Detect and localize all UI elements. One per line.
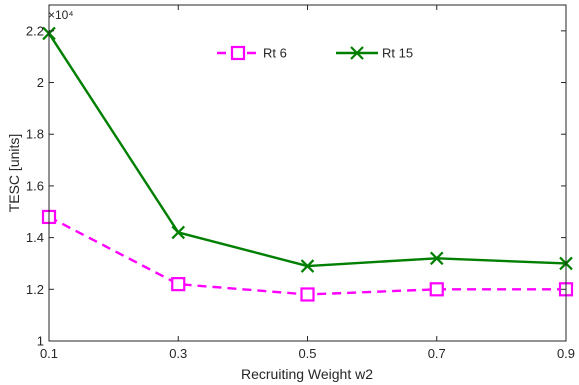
y-tick-label: 1.2 xyxy=(26,282,44,297)
x-tick-label: 0.9 xyxy=(557,346,575,361)
legend-item-rt-15: Rt 15 xyxy=(336,46,413,61)
data-point-rt-15 xyxy=(429,251,444,266)
x-marker-stroke xyxy=(300,259,315,273)
tick-layer: 0.1 0.3 0.5 0.7 0.9 1 1.2 1.4 1.6 1.8 2 2.2 xyxy=(26,5,575,361)
y-tick-label: 1.8 xyxy=(26,127,44,142)
y-tick-label: 1.6 xyxy=(26,178,44,193)
legend-swatch-marker xyxy=(230,45,246,61)
y-tick-label: 2 xyxy=(37,75,44,90)
x-axis-label: Recruiting Weight w2 xyxy=(241,366,373,382)
legend-item-rt-6: Rt 6 xyxy=(217,46,287,61)
x-marker-stroke xyxy=(171,225,186,240)
data-point-rt-6 xyxy=(171,277,186,292)
x-tick-label: 0.5 xyxy=(298,346,316,361)
series-layer xyxy=(41,26,574,302)
data-point-rt-15 xyxy=(171,225,186,240)
legend-swatch-marker xyxy=(350,46,364,60)
data-point-rt-6 xyxy=(429,282,444,297)
x-tick-label: 0.1 xyxy=(40,346,58,361)
x-marker-stroke xyxy=(429,251,444,266)
legend: Rt 6 Rt 15 xyxy=(217,46,413,61)
legend-label: Rt 15 xyxy=(382,46,413,61)
y-tick-label: 2.2 xyxy=(26,23,44,38)
x-tick-label: 0.7 xyxy=(428,346,446,361)
y-multiplier-label: ×10⁴ xyxy=(48,8,74,22)
data-point-rt-15 xyxy=(300,259,315,273)
x-tick-label: 0.3 xyxy=(169,346,187,361)
y-axis-label: TESC [units] xyxy=(6,134,22,213)
y-tick-label: 1 xyxy=(37,334,44,349)
legend-label: Rt 6 xyxy=(263,46,287,61)
data-point-rt-6 xyxy=(300,287,315,302)
y-tick-label: 1.4 xyxy=(26,230,44,245)
x-marker-stroke xyxy=(350,46,364,60)
